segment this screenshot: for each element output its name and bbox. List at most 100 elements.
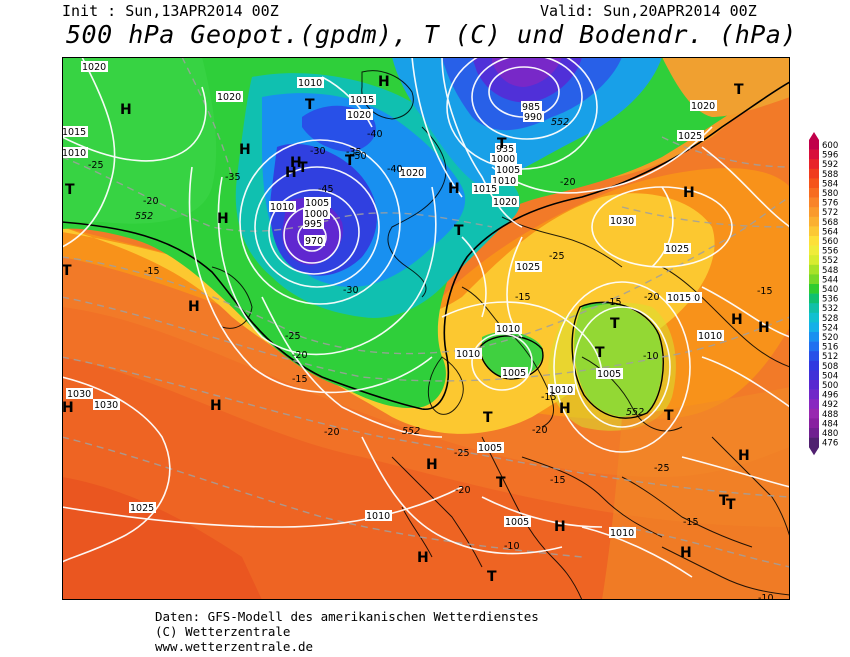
color-scale-legend: 6005965925885845805765725685645605565525…	[809, 132, 838, 456]
label-background	[495, 164, 522, 175]
legend-value: 540	[822, 285, 838, 295]
footer-website: www.wetterzentrale.de	[155, 639, 314, 654]
high-pressure-marker: H	[680, 545, 692, 561]
temperature-label: -40	[367, 129, 383, 140]
high-pressure-marker: H	[758, 320, 770, 336]
label-background	[492, 196, 519, 207]
pressure-label: 1015	[667, 293, 691, 304]
legend-swatch	[809, 322, 819, 333]
pressure-label: 1030	[94, 400, 118, 411]
label-background	[609, 215, 636, 226]
pressure-label: 1030	[67, 389, 91, 400]
pressure-label: 1005	[496, 165, 520, 176]
low-pressure-marker: T	[664, 408, 674, 424]
temperature-label: -25	[654, 463, 670, 474]
legend-swatch	[809, 149, 819, 160]
legend-swatch	[809, 312, 819, 323]
label-background	[677, 130, 704, 141]
legend-value: 488	[822, 410, 838, 420]
temperature-label: -15	[606, 297, 622, 308]
low-pressure-marker: T	[298, 160, 308, 176]
legend-value: 532	[822, 304, 838, 314]
low-pressure-marker: T	[726, 497, 736, 513]
legend-value: 508	[822, 362, 838, 372]
label-background	[490, 153, 517, 164]
legend-swatch	[809, 245, 819, 256]
legend-value: 596	[822, 151, 838, 161]
pressure-label: 1030	[610, 216, 634, 227]
legend-swatch	[809, 207, 819, 218]
legend-value: 528	[822, 314, 838, 324]
valid-time: Valid: Sun,20APR2014 00Z	[540, 2, 757, 20]
legend-swatch	[809, 197, 819, 208]
legend-value: 580	[822, 189, 838, 199]
label-background	[548, 384, 575, 395]
legend-swatch	[809, 341, 819, 352]
high-pressure-marker: H	[559, 401, 571, 417]
legend-swatch	[809, 389, 819, 400]
temperature-label: -15	[292, 374, 308, 385]
label-background	[521, 101, 542, 112]
label-background	[365, 510, 392, 521]
high-pressure-marker: H	[448, 181, 460, 197]
label-background	[491, 175, 518, 186]
pressure-label: 1020	[400, 168, 424, 179]
legend-swatch	[809, 303, 819, 314]
legend-swatch	[809, 255, 819, 266]
legend-value: 524	[822, 323, 838, 333]
high-pressure-marker: H	[417, 550, 429, 566]
high-pressure-marker: H	[188, 299, 200, 315]
pressure-label: 970	[305, 236, 323, 247]
init-time: Init : Sun,13APR2014 00Z	[62, 2, 279, 20]
legend-value: 556	[822, 247, 838, 257]
pressure-label: 1020	[217, 92, 241, 103]
pressure-label: 935	[496, 144, 514, 155]
high-pressure-marker: H	[731, 312, 743, 328]
legend-value: 480	[822, 429, 838, 439]
temperature-label: -40	[387, 164, 403, 175]
legend-swatch	[809, 418, 819, 429]
high-pressure-marker: H	[217, 211, 229, 227]
low-pressure-marker: T	[483, 410, 493, 426]
legend-value: 492	[822, 400, 838, 410]
low-pressure-marker: T	[454, 223, 464, 239]
pressure-label: 1015	[473, 184, 497, 195]
legend-value: 536	[822, 295, 838, 305]
label-background	[501, 367, 528, 378]
low-pressure-marker: T	[595, 345, 605, 361]
label-background	[62, 126, 88, 137]
label-background	[495, 323, 522, 334]
label-background	[304, 235, 325, 246]
pressure-label: 1010	[496, 324, 520, 335]
legend-value: 592	[822, 160, 838, 170]
pressure-label: 1025	[516, 262, 540, 273]
label-background	[596, 368, 623, 379]
legend-swatch	[809, 293, 819, 304]
legend-value: 520	[822, 333, 838, 343]
low-pressure-marker: T	[345, 153, 355, 169]
label-background	[62, 147, 88, 158]
temperature-label: -15	[144, 266, 160, 277]
pressure-label: 1010	[366, 511, 390, 522]
label-background	[297, 77, 324, 88]
label-background	[66, 388, 93, 399]
legend-swatch	[809, 370, 819, 381]
pressure-label: 1005	[505, 517, 529, 528]
legend-swatch	[809, 264, 819, 275]
label-background	[523, 111, 544, 122]
geopotential-label: 552	[402, 426, 420, 437]
pressure-label: 1025	[678, 131, 702, 142]
label-background	[455, 348, 482, 359]
legend-swatch	[809, 216, 819, 227]
legend-swatch	[809, 437, 819, 448]
label-background	[303, 218, 324, 229]
legend-value: 600	[822, 141, 838, 151]
label-background	[304, 197, 331, 208]
low-pressure-marker: T	[719, 493, 729, 509]
pressure-label: 1020	[493, 197, 517, 208]
legend-swatch	[809, 178, 819, 189]
temperature-label: -30	[310, 146, 326, 157]
low-pressure-marker: T	[734, 82, 744, 98]
label-background	[515, 261, 542, 272]
